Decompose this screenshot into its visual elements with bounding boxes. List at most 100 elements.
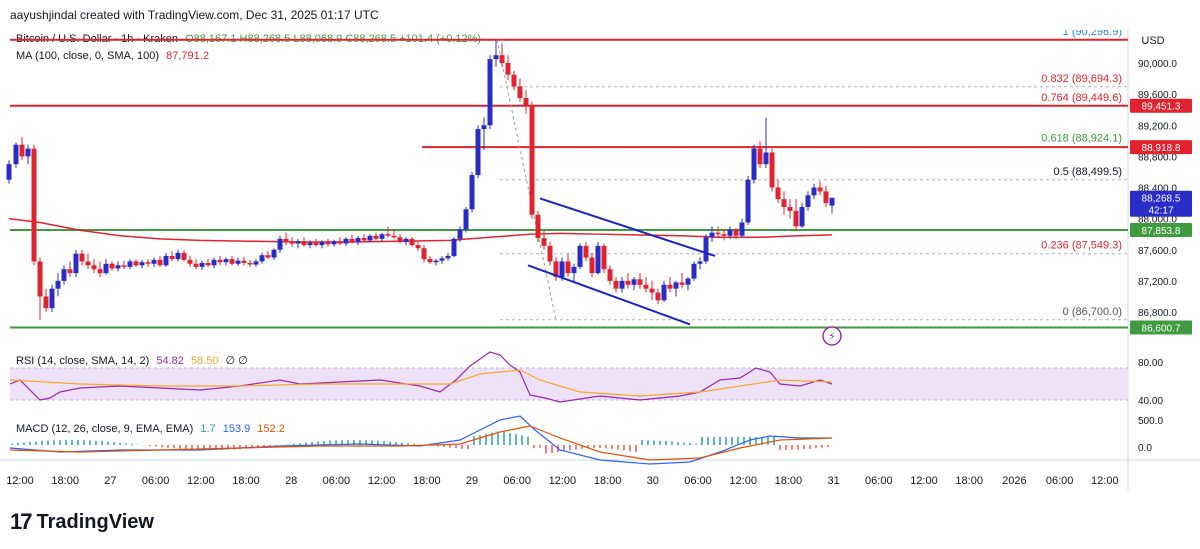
fib-level-label: 0 (86,700.0)	[1063, 306, 1122, 318]
candle-bullish	[481, 125, 487, 130]
candle-bearish	[523, 98, 529, 106]
candle-bearish	[91, 265, 97, 270]
candle-bullish	[367, 235, 373, 241]
time-axis-tick: 06:00	[865, 475, 893, 487]
time-axis-tick: 12:00	[549, 475, 577, 487]
candle-bullish	[691, 263, 697, 279]
fib-anchor-line	[496, 39, 557, 320]
time-axis-tick: 31	[827, 475, 839, 487]
candle-bearish	[325, 241, 331, 245]
candle-bullish	[493, 55, 499, 60]
candle-bullish	[799, 206, 805, 227]
candle-bullish	[163, 255, 169, 266]
rsi-legend: RSI (14, close, SMA, 14, 2) 54.82 58.50 …	[16, 354, 252, 367]
candle-bearish	[415, 245, 421, 249]
candle-bullish	[805, 195, 811, 207]
candle-bearish	[289, 241, 295, 244]
candle-bearish	[145, 262, 151, 264]
candle-bullish	[151, 259, 157, 264]
fib-level-label: 0.832 (89,694.3)	[1041, 73, 1122, 85]
candle-bearish	[157, 259, 163, 266]
time-axis-tick: 12:00	[187, 475, 215, 487]
price-tag-box	[1130, 140, 1192, 155]
candle-bearish	[769, 152, 775, 188]
time-axis-tick: 12:00	[729, 475, 757, 487]
attribution-text: aayushjindal created with TradingView.co…	[10, 8, 379, 22]
candle-bullish	[631, 279, 637, 285]
ma-legend: MA (100, close, 0, SMA, 100) 87,791.2	[16, 50, 213, 62]
tradingview-logo[interactable]: 17 TradingView	[10, 508, 154, 536]
candle-bullish	[595, 245, 601, 274]
time-axis-tick: 28	[285, 475, 297, 487]
price-tag-box	[1130, 223, 1192, 238]
macd-signal-value: 152.2	[257, 423, 285, 435]
time-axis-tick: 2026	[1002, 475, 1026, 487]
candle-bullish	[277, 238, 283, 250]
descending-channel-line	[539, 197, 716, 257]
candle-bearish	[499, 55, 505, 63]
candle-bearish	[19, 144, 25, 157]
candle-bullish	[661, 284, 667, 301]
candle-bearish	[421, 248, 427, 260]
candle-bearish	[613, 280, 619, 289]
price-tag-label: 88,268.5	[1142, 194, 1181, 205]
candle-bullish	[343, 238, 349, 244]
candle-bullish	[487, 59, 493, 126]
time-axis-tick: 18:00	[775, 475, 803, 487]
alert-lightning-icon	[822, 326, 842, 346]
tradingview-wordmark: TradingView	[36, 510, 154, 533]
candle-bullish	[439, 258, 445, 261]
header-bar: aayushjindal created with TradingView.co…	[0, 0, 1200, 30]
candle-bullish	[25, 148, 31, 157]
candle-bearish	[109, 263, 115, 269]
candle-bearish	[121, 265, 127, 267]
time-axis-tick: 12:00	[910, 475, 938, 487]
candle-bearish	[679, 282, 685, 285]
price-tag-box	[1130, 190, 1192, 217]
candle-bearish	[715, 232, 721, 235]
price-chart[interactable]: USD 90,000.0 89,600.0 89,200.0 88,800.0 88,40…	[0, 30, 1200, 500]
candle-bearish	[169, 255, 175, 260]
candle-bullish	[115, 265, 121, 269]
candle-bearish	[313, 242, 319, 246]
candle-bullish	[127, 261, 133, 267]
candle-bearish	[187, 259, 193, 264]
time-axis-tick: 06:00	[503, 475, 531, 487]
time-axis-tick: 12:00	[1091, 475, 1119, 487]
time-axis-tick: 18:00	[232, 475, 260, 487]
candle-bullish	[61, 269, 67, 281]
price-axis-tick: 89,600.0	[1138, 90, 1177, 101]
candle-bullish	[559, 261, 565, 277]
candle-bearish	[535, 214, 541, 239]
price-tag-box	[1130, 320, 1192, 335]
macd-hist-value: 1.7	[200, 423, 216, 435]
candle-bullish	[577, 245, 583, 267]
time-axis-tick: 27	[104, 475, 116, 487]
candle-bullish	[619, 280, 625, 289]
candle-bearish	[823, 191, 829, 204]
price-axis-tick: 87,600.0	[1138, 246, 1177, 257]
candle-bearish	[655, 292, 661, 301]
candle-bearish	[721, 234, 727, 236]
candle-bullish	[451, 238, 457, 256]
candle-bearish	[793, 210, 799, 227]
candle-bearish	[301, 241, 307, 246]
time-axis-tick: 06:00	[684, 475, 712, 487]
candle-bearish	[529, 105, 535, 215]
candle-bearish	[589, 257, 595, 274]
fib-level-label: 0.5 (88,499.5)	[1054, 166, 1123, 178]
candle-bearish	[361, 238, 367, 241]
fib-level-label: 0.618 (88,924.1)	[1041, 133, 1122, 145]
candle-bullish	[403, 238, 409, 242]
candle-bullish	[469, 175, 475, 210]
macd-axis-tick: 0.0	[1138, 443, 1152, 454]
time-axis-tick: 12:00	[368, 475, 396, 487]
candle-bearish	[583, 245, 589, 258]
candle-bearish	[283, 238, 289, 242]
candle-bearish	[79, 253, 85, 262]
candle-bullish	[433, 260, 439, 263]
price-axis-tick: 90,000.0	[1138, 59, 1177, 70]
time-axis-tick: 18:00	[51, 475, 79, 487]
candle-bearish	[667, 284, 673, 289]
macd-axis-tick: 500.0	[1138, 416, 1163, 427]
